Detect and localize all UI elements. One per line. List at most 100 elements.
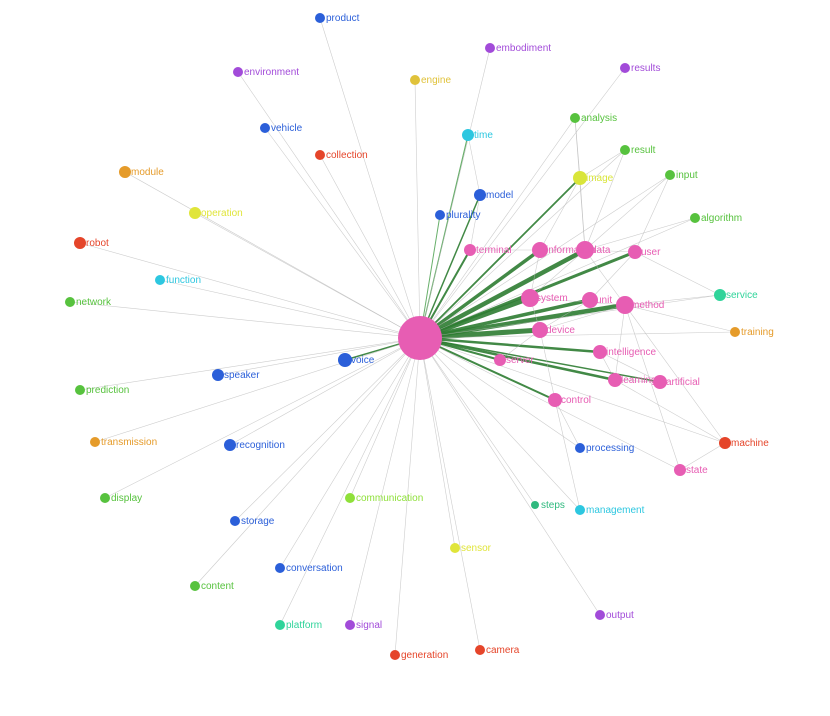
network-graph: systemdatadevicemethodunitinformationuse… — [0, 0, 830, 716]
node-embodiment — [485, 43, 495, 53]
node-label-management: management — [586, 505, 645, 516]
node-label-transmission: transmission — [101, 437, 157, 448]
node-result — [620, 145, 630, 155]
node-state — [674, 464, 686, 476]
edge — [590, 252, 635, 300]
node-transmission — [90, 437, 100, 447]
node-label-conversation: conversation — [286, 563, 343, 574]
edge — [555, 400, 580, 448]
node-machine — [719, 437, 731, 449]
node-module — [119, 166, 131, 178]
node-conversation — [275, 563, 285, 573]
node-collection — [315, 150, 325, 160]
node-vehicle — [260, 123, 270, 133]
node-label-output: output — [606, 610, 634, 621]
edge — [468, 135, 480, 195]
node-label-learning: learning — [621, 375, 657, 386]
node-label-module: module — [131, 167, 164, 178]
node-network — [65, 297, 75, 307]
node-label-speaker: speaker — [224, 370, 260, 381]
node-training — [730, 327, 740, 337]
node-time — [462, 129, 474, 141]
edge — [420, 338, 480, 650]
edge — [575, 118, 580, 178]
node-label-signal: signal — [356, 620, 382, 631]
edge — [420, 218, 695, 338]
node-label-recognition: recognition — [236, 440, 285, 451]
node-engine — [410, 75, 420, 85]
node-label-artificial: artificial — [666, 377, 700, 388]
node-label-system: system — [536, 293, 568, 304]
node-environment — [233, 67, 243, 77]
node-label-plurality: plurality — [446, 210, 480, 221]
edge — [470, 195, 480, 250]
node-generation — [390, 650, 400, 660]
node-label-steps: steps — [541, 500, 565, 511]
edge — [70, 302, 420, 338]
edge — [350, 338, 420, 625]
node-communication — [345, 493, 355, 503]
node-label-device: device — [546, 325, 575, 336]
node-display — [100, 493, 110, 503]
node-label-robot: robot — [86, 238, 109, 249]
node-output — [595, 610, 605, 620]
edge — [555, 400, 580, 510]
node-plurality — [435, 210, 445, 220]
node-recognition — [224, 439, 236, 451]
node-label-analysis: analysis — [581, 113, 617, 124]
node-algorithm — [690, 213, 700, 223]
node-label-unit: unit — [596, 295, 612, 306]
node-results — [620, 63, 630, 73]
node-voice — [338, 353, 352, 367]
node-label-storage: storage — [241, 516, 275, 527]
node-function — [155, 275, 165, 285]
node-label-server: server — [506, 355, 534, 366]
node-label-communication: communication — [356, 493, 423, 504]
node-label-platform: platform — [286, 620, 322, 631]
edge — [280, 338, 420, 625]
node-label-machine: machine — [731, 438, 769, 449]
node-model — [474, 189, 486, 201]
nodes-layer: systemdatadevicemethodunitinformationuse… — [65, 13, 774, 661]
edge — [420, 338, 725, 443]
node-label-generation: generation — [401, 650, 448, 661]
node-platform — [275, 620, 285, 630]
edge — [585, 150, 625, 250]
node-label-display: display — [111, 493, 142, 504]
node-label-network: network — [76, 297, 112, 308]
edge — [420, 118, 575, 338]
node-content — [190, 581, 200, 591]
node-service — [714, 289, 726, 301]
edge — [420, 338, 455, 548]
edge — [80, 243, 420, 338]
node-label-training: training — [741, 327, 774, 338]
node-label-intelligence: intelligence — [606, 347, 656, 358]
node-label-product: product — [326, 13, 360, 24]
node-control — [548, 393, 562, 407]
node-label-state: state — [686, 465, 708, 476]
node-label-information: information — [546, 245, 595, 256]
node-hub — [398, 316, 442, 360]
node-label-function: function — [166, 275, 201, 286]
node-processing — [575, 443, 585, 453]
node-signal — [345, 620, 355, 630]
node-label-model: model — [486, 190, 513, 201]
edge — [415, 80, 420, 338]
node-prediction — [75, 385, 85, 395]
node-image — [573, 171, 587, 185]
edge — [95, 338, 420, 442]
edge — [195, 213, 420, 338]
node-label-algorithm: algorithm — [701, 213, 742, 224]
node-label-engine: engine — [421, 75, 451, 86]
node-analysis — [570, 113, 580, 123]
node-label-prediction: prediction — [86, 385, 129, 396]
node-speaker — [212, 369, 224, 381]
edge — [160, 280, 420, 338]
node-label-vehicle: vehicle — [271, 123, 303, 134]
node-operation — [189, 207, 201, 219]
edge — [635, 252, 720, 295]
node-label-method: method — [631, 300, 664, 311]
node-label-terminal: terminal — [476, 245, 512, 256]
edge — [615, 305, 625, 380]
edge — [585, 175, 670, 250]
